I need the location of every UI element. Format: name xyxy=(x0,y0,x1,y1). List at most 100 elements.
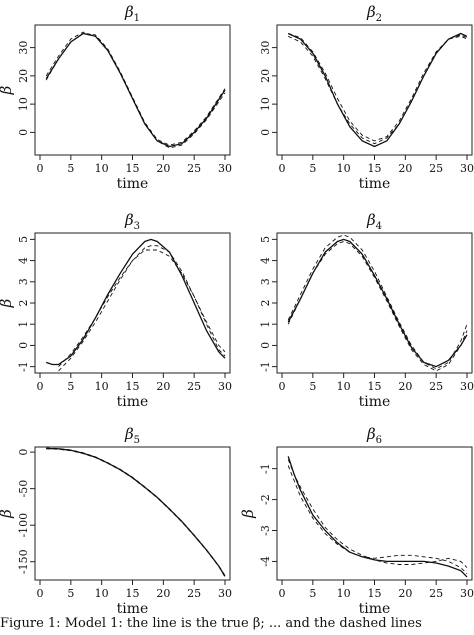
y-axis-label: β xyxy=(0,509,15,519)
x-tick-label: 25 xyxy=(429,587,443,600)
series-line-2 xyxy=(287,465,468,575)
series-line-2 xyxy=(46,447,226,576)
x-tick-label: 15 xyxy=(368,162,382,175)
chart-panel-1: β1 0 5 10 15 20 25 30 0 10 20 30 time β xyxy=(0,3,232,192)
y-tick-label: 10 xyxy=(17,97,30,111)
x-tick-label: 30 xyxy=(460,587,474,600)
y-tick-label: -1 xyxy=(259,463,272,474)
chart-panel-2: β2 0 5 10 15 20 25 30 0 10 20 30 time xyxy=(259,3,474,192)
y-axis-label: β xyxy=(0,298,15,308)
x-axis-label: time xyxy=(117,176,149,192)
x-axis-label: time xyxy=(359,601,391,617)
y-tick-label: 5 xyxy=(17,236,30,243)
chart-title: β6 xyxy=(366,425,382,446)
series-line-1 xyxy=(287,456,468,578)
y-tick-label: -1 xyxy=(17,361,30,372)
chart-title: β5 xyxy=(124,425,140,446)
y-tick-label: 10 xyxy=(259,97,272,111)
y-tick-label: 2 xyxy=(17,300,30,307)
x-axis-label: time xyxy=(359,394,391,410)
y-tick-label: -50 xyxy=(17,480,30,498)
chart-title: β4 xyxy=(366,211,382,232)
y-tick-label: 1 xyxy=(259,321,272,328)
y-axis-label: β xyxy=(0,85,15,95)
x-tick-label: 10 xyxy=(95,587,109,600)
x-tick-label: 20 xyxy=(156,162,170,175)
x-tick-label: 10 xyxy=(95,380,109,393)
chart-title: β3 xyxy=(124,211,140,232)
x-tick-label: 30 xyxy=(218,162,232,175)
x-tick-label: 0 xyxy=(37,587,44,600)
series-line-1 xyxy=(45,238,226,366)
y-tick-label: -150 xyxy=(17,549,30,574)
x-tick-label: 30 xyxy=(218,587,232,600)
chart-title: β2 xyxy=(366,3,382,24)
y-tick-label: 0 xyxy=(17,342,30,349)
x-tick-label: 0 xyxy=(279,587,286,600)
series-line-3 xyxy=(287,241,468,372)
y-tick-label: -1 xyxy=(259,361,272,372)
x-tick-label: 15 xyxy=(126,380,140,393)
y-tick-label: 5 xyxy=(259,236,272,243)
x-tick-label: 5 xyxy=(309,587,316,600)
plot-frame xyxy=(34,24,231,156)
x-tick-label: 5 xyxy=(309,162,316,175)
x-tick-label: 20 xyxy=(156,587,170,600)
x-tick-label: 20 xyxy=(398,380,412,393)
x-axis-label: time xyxy=(359,176,391,192)
y-tick-label: 20 xyxy=(17,69,30,83)
y-tick-label: 0 xyxy=(17,449,30,456)
x-tick-label: 0 xyxy=(279,380,286,393)
y-tick-label: 0 xyxy=(17,129,30,136)
x-tick-label: 15 xyxy=(368,380,382,393)
x-tick-label: 30 xyxy=(460,380,474,393)
chart-panel-4: β4 0 5 10 15 20 25 30 -1 0 1 2 3 4 5 time xyxy=(259,211,474,410)
x-tick-label: 5 xyxy=(67,587,74,600)
y-tick-label: 4 xyxy=(259,257,272,264)
series-line-1 xyxy=(287,32,468,148)
y-tick-label: 30 xyxy=(17,41,30,55)
x-axis-label: time xyxy=(117,601,149,617)
x-tick-label: 10 xyxy=(337,380,351,393)
x-tick-label: 10 xyxy=(337,587,351,600)
y-tick-label: -3 xyxy=(259,525,272,536)
series-line-3 xyxy=(46,448,226,578)
figure-caption: Figure 1: Model 1: the line is the true … xyxy=(0,616,422,631)
series-line-3 xyxy=(58,249,226,367)
y-tick-label: -4 xyxy=(259,556,272,567)
chart-title: β1 xyxy=(124,3,140,24)
x-tick-label: 15 xyxy=(126,587,140,600)
x-axis-label: time xyxy=(117,394,149,410)
plot-frame xyxy=(276,232,473,374)
series-line-1 xyxy=(46,447,226,577)
chart-panel-5: β5 0 5 10 15 20 25 30 0 -50 -100 -150 time β xyxy=(0,425,232,617)
series-line-3 xyxy=(45,33,226,146)
x-tick-label: 0 xyxy=(37,380,44,393)
x-tick-label: 15 xyxy=(126,162,140,175)
series-line-1 xyxy=(45,32,226,148)
chart-panel-3: β3 0 5 10 15 20 25 30 -1 0 1 2 3 4 5 time β xyxy=(0,211,232,410)
x-tick-label: 5 xyxy=(309,380,316,393)
x-tick-label: 0 xyxy=(37,162,44,175)
y-tick-label: -2 xyxy=(259,494,272,505)
y-tick-label: -100 xyxy=(17,513,30,538)
x-tick-label: 10 xyxy=(95,162,109,175)
series-line-2 xyxy=(58,245,226,372)
series-line-2 xyxy=(287,234,468,370)
x-tick-label: 20 xyxy=(398,587,412,600)
x-tick-label: 5 xyxy=(67,162,74,175)
x-tick-label: 20 xyxy=(398,162,412,175)
x-tick-label: 30 xyxy=(460,162,474,175)
y-tick-label: 4 xyxy=(17,257,30,264)
x-tick-label: 15 xyxy=(368,587,382,600)
x-tick-label: 25 xyxy=(187,162,201,175)
x-tick-label: 20 xyxy=(156,380,170,393)
x-tick-label: 10 xyxy=(337,162,351,175)
x-tick-label: 30 xyxy=(218,380,232,393)
series-line-3 xyxy=(287,459,468,568)
chart-panel-6: β6 0 5 10 15 20 25 30 -1 -2 -3 -4 time β xyxy=(239,425,474,617)
x-tick-label: 25 xyxy=(187,380,201,393)
x-tick-label: 25 xyxy=(187,587,201,600)
y-tick-label: 3 xyxy=(17,278,30,285)
